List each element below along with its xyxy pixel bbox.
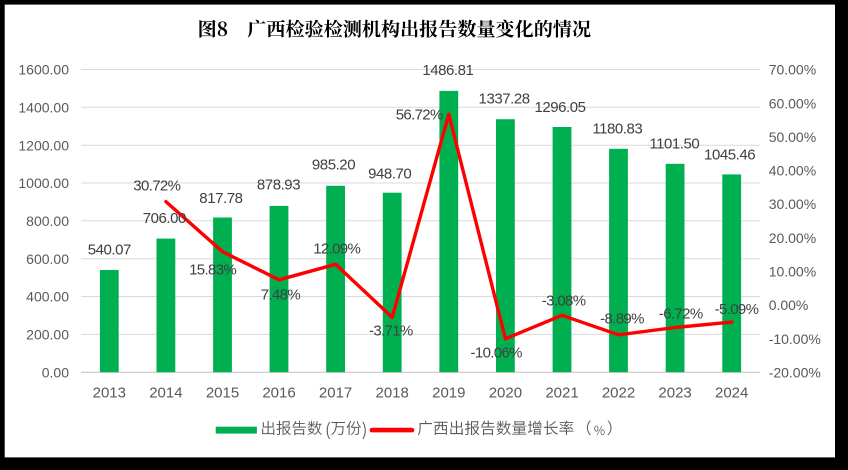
svg-text:15.83%: 15.83% xyxy=(189,262,236,279)
svg-text:2016: 2016 xyxy=(262,385,295,402)
svg-text:1045.46: 1045.46 xyxy=(704,147,755,164)
svg-text:817.78: 817.78 xyxy=(199,190,242,207)
svg-text:10.00%: 10.00% xyxy=(769,264,816,280)
svg-text:1486.81: 1486.81 xyxy=(422,62,473,79)
svg-text:2013: 2013 xyxy=(93,385,126,402)
svg-text:30.00%: 30.00% xyxy=(769,196,816,212)
svg-text:60.00%: 60.00% xyxy=(769,95,816,111)
svg-text:878.93: 878.93 xyxy=(257,177,300,194)
svg-text:-5.09%: -5.09% xyxy=(715,301,759,318)
svg-text:2018: 2018 xyxy=(376,385,409,402)
svg-text:12.09%: 12.09% xyxy=(313,241,360,258)
svg-text:7.48%: 7.48% xyxy=(261,287,301,304)
svg-text:-8.89%: -8.89% xyxy=(600,311,644,328)
svg-text:948.70: 948.70 xyxy=(368,165,411,182)
svg-text:2022: 2022 xyxy=(602,385,635,402)
svg-text:-3.71%: -3.71% xyxy=(369,322,413,339)
svg-text:600.00: 600.00 xyxy=(26,251,69,267)
svg-text:1400.00: 1400.00 xyxy=(18,100,69,116)
svg-text:-10.06%: -10.06% xyxy=(471,345,523,362)
svg-text:800.00: 800.00 xyxy=(26,213,69,229)
svg-text:20.00%: 20.00% xyxy=(769,230,816,246)
svg-text:2017: 2017 xyxy=(319,385,352,402)
svg-text:1337.28: 1337.28 xyxy=(479,90,530,107)
svg-text:2024: 2024 xyxy=(715,385,748,402)
svg-text:0.00%: 0.00% xyxy=(769,297,809,313)
svg-text:2020: 2020 xyxy=(489,385,522,402)
svg-text:400.00: 400.00 xyxy=(26,289,69,305)
svg-text:56.72%: 56.72% xyxy=(396,107,443,124)
svg-text:70.00%: 70.00% xyxy=(769,62,816,78)
svg-text:985.20: 985.20 xyxy=(312,156,355,173)
svg-text:-6.72%: -6.72% xyxy=(659,306,703,323)
svg-text:1180.83: 1180.83 xyxy=(592,120,642,137)
svg-text:-10.00%: -10.00% xyxy=(769,331,821,347)
svg-text:-3.08%: -3.08% xyxy=(542,292,586,309)
svg-text:2021: 2021 xyxy=(545,385,578,402)
svg-text:30.72%: 30.72% xyxy=(133,178,180,195)
svg-text:1200.00: 1200.00 xyxy=(18,137,69,153)
svg-text:1296.05: 1296.05 xyxy=(534,99,585,116)
svg-text:1000.00: 1000.00 xyxy=(18,175,69,191)
svg-text:200.00: 200.00 xyxy=(26,327,69,343)
svg-text:1101.50: 1101.50 xyxy=(649,136,699,153)
svg-text:1600.00: 1600.00 xyxy=(18,62,69,78)
svg-text:0.00: 0.00 xyxy=(42,364,69,380)
svg-text:2014: 2014 xyxy=(149,385,182,402)
svg-text:-20.00%: -20.00% xyxy=(769,364,821,380)
svg-text:2019: 2019 xyxy=(432,385,465,402)
svg-text:2015: 2015 xyxy=(206,385,239,402)
svg-text:2023: 2023 xyxy=(658,385,691,402)
svg-text:540.07: 540.07 xyxy=(88,241,131,258)
svg-text:40.00%: 40.00% xyxy=(769,163,816,179)
svg-text:706.00: 706.00 xyxy=(143,210,186,227)
svg-text:50.00%: 50.00% xyxy=(769,129,816,145)
